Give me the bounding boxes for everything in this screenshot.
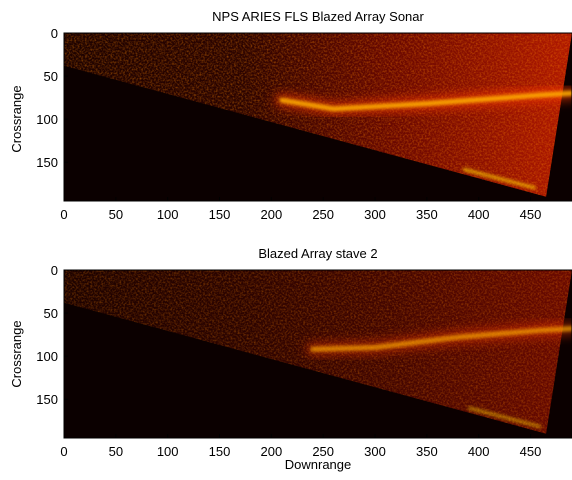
- x-axis: 0 50 100 150 200 250 300 350 400 450: [60, 197, 541, 222]
- plot-area: [63, 32, 572, 202]
- x-tick-label: 450: [520, 444, 542, 459]
- bright-edge: [462, 167, 537, 190]
- x-tick-label: 250: [312, 444, 334, 459]
- x-axis: 0 50 100 150 200 250 300 350 400 450: [60, 434, 541, 459]
- heatmap-image: [64, 270, 572, 438]
- x-tick-label: 50: [109, 207, 123, 222]
- chart-title: NPS ARIES FLS Blazed Array Sonar: [212, 9, 424, 24]
- x-tick-label: 300: [364, 207, 386, 222]
- bright-edge: [467, 406, 542, 429]
- y-tick-label: 150: [36, 155, 58, 170]
- x-tick-label: 400: [468, 444, 490, 459]
- plot-frame: [63, 269, 572, 439]
- y-axis-label: Crossrange: [9, 85, 24, 152]
- y-tick-label: 50: [44, 69, 58, 84]
- panel-2: Blazed Array stave 2 0 50 100 150 200 250 300 3…: [9, 246, 572, 472]
- y-axis-label: Crossrange: [9, 320, 24, 387]
- y-axis: 0 50 100 150: [36, 263, 68, 407]
- chart-title: Blazed Array stave 2: [258, 246, 377, 261]
- y-tick-label: 100: [36, 112, 58, 127]
- x-tick-label: 250: [312, 207, 334, 222]
- x-tick-label: 350: [416, 207, 438, 222]
- x-tick-label: 150: [209, 444, 231, 459]
- x-axis-label: Downrange: [285, 457, 352, 472]
- y-tick-label: 100: [36, 349, 58, 364]
- x-tick-label: 100: [157, 444, 179, 459]
- x-tick-label: 0: [60, 444, 67, 459]
- heatmap-image: [64, 33, 572, 201]
- bright-band: [310, 326, 572, 352]
- x-tick-label: 400: [468, 207, 490, 222]
- x-tick-label: 50: [109, 444, 123, 459]
- x-tick-label: 200: [260, 444, 282, 459]
- x-tick-label: 150: [209, 207, 231, 222]
- x-tick-label: 300: [364, 444, 386, 459]
- y-tick-label: 0: [51, 263, 58, 278]
- y-tick-label: 0: [51, 26, 58, 41]
- x-tick-label: 0: [60, 207, 67, 222]
- y-axis: 0 50 100 150: [36, 26, 68, 170]
- plot-area: [63, 269, 572, 439]
- panel-1: NPS ARIES FLS Blazed Array Sonar 0 50 100 1…: [9, 9, 572, 222]
- x-tick-label: 100: [157, 207, 179, 222]
- x-tick-label: 450: [520, 207, 542, 222]
- y-tick-label: 150: [36, 392, 58, 407]
- bright-band: [279, 90, 572, 112]
- y-tick-label: 50: [44, 306, 58, 321]
- x-tick-label: 350: [416, 444, 438, 459]
- x-tick-label: 200: [260, 207, 282, 222]
- plot-frame: [63, 32, 572, 202]
